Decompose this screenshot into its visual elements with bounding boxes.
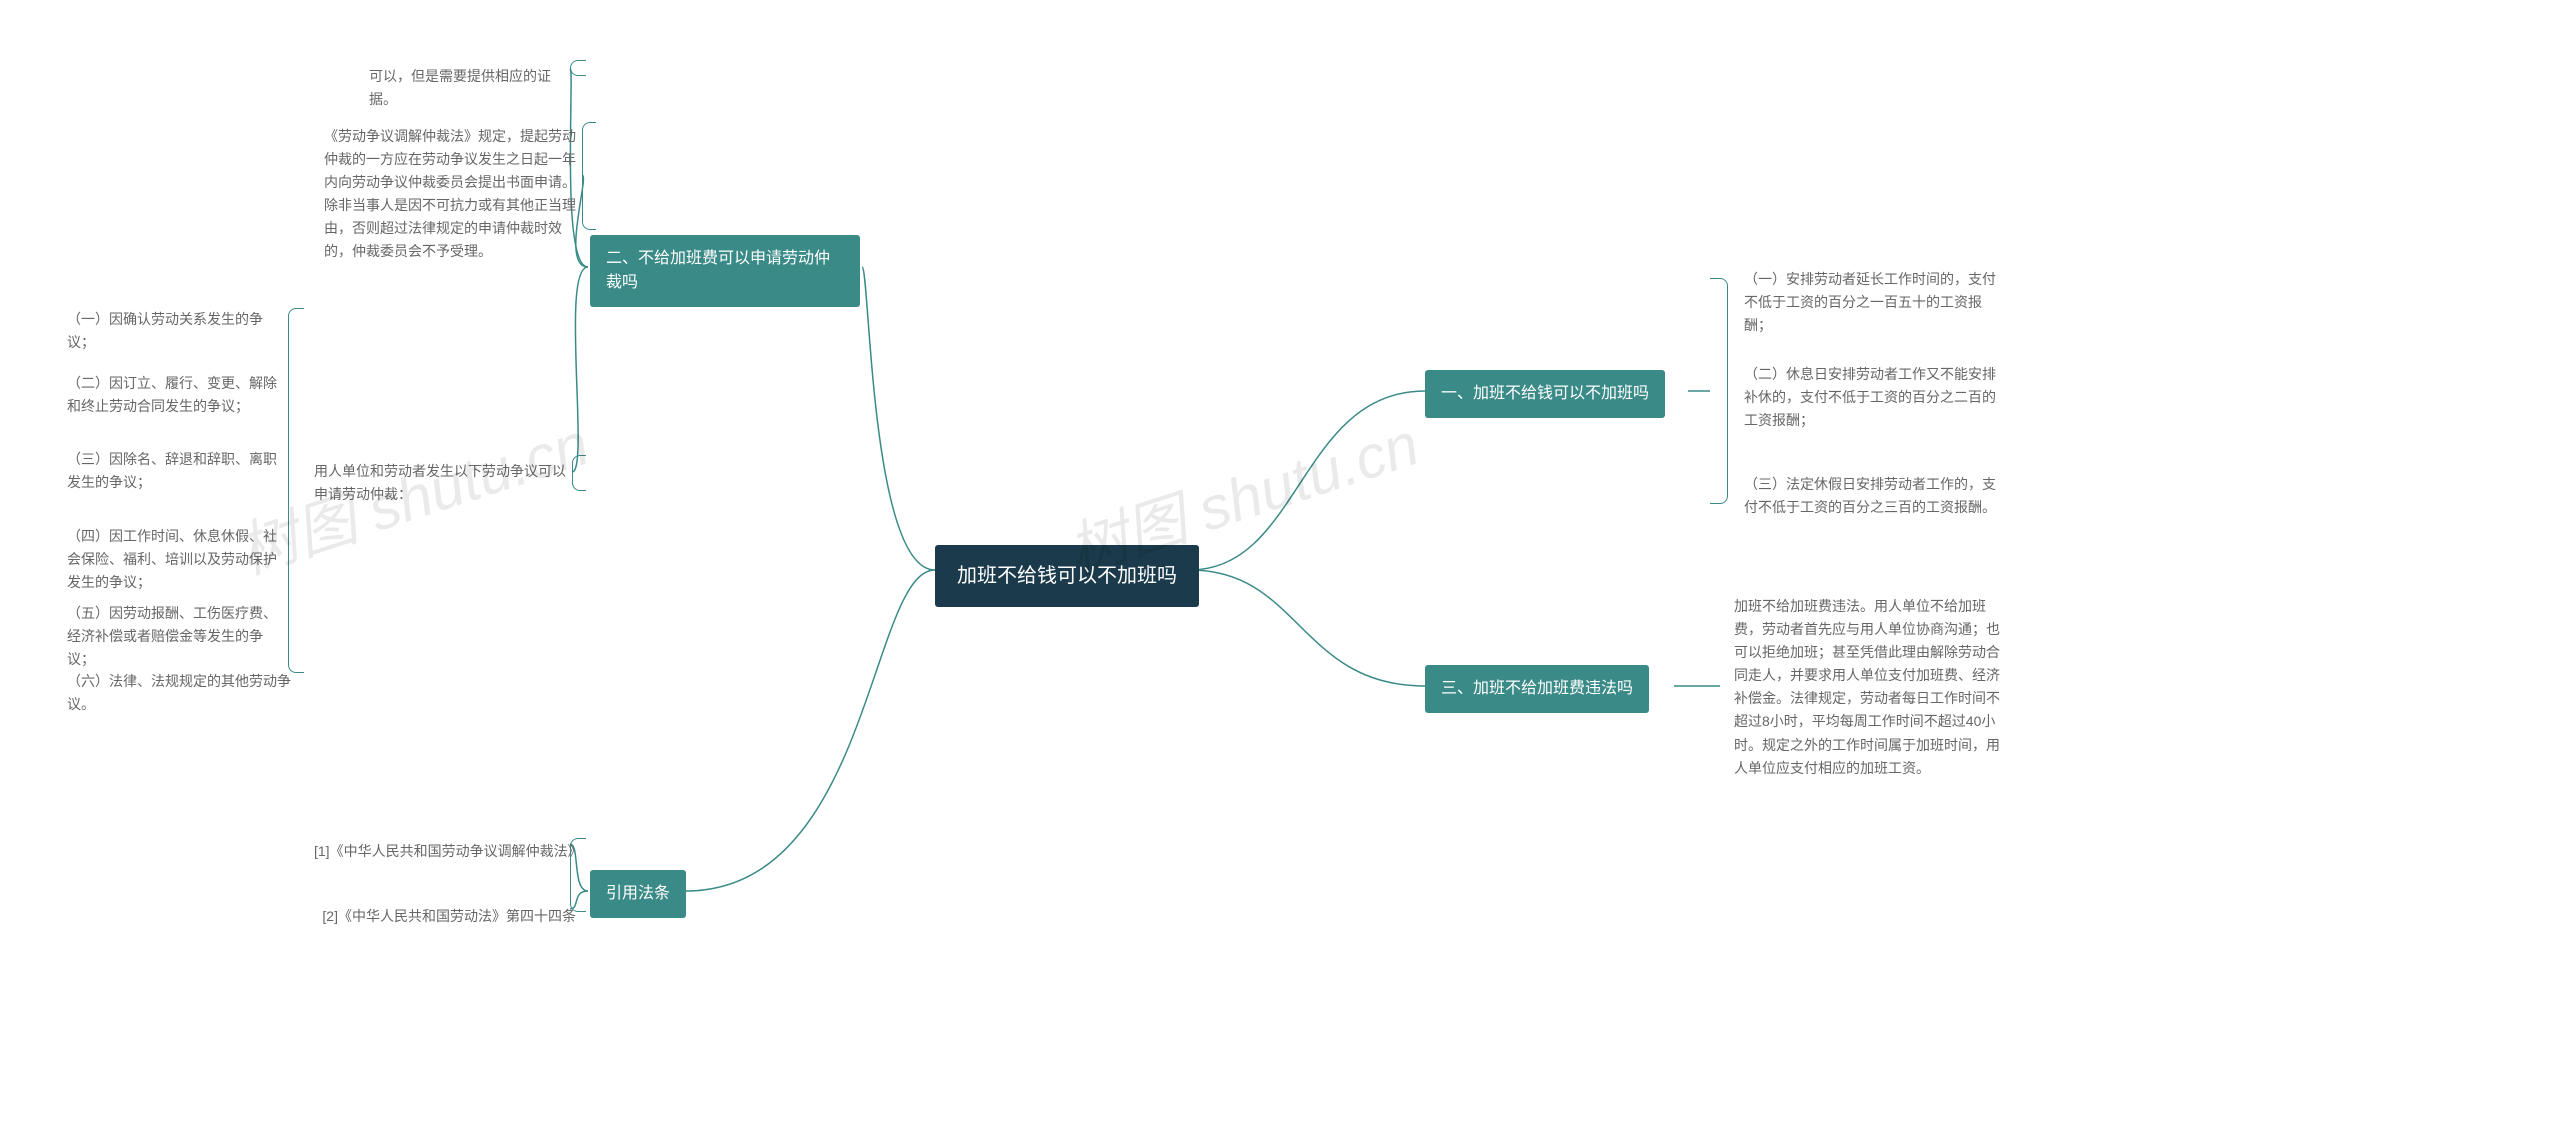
leaf-l2-b: 《劳动争议调解仲裁法》规定，提起劳动仲裁的一方应在劳动争议发生之日起一年内向劳动…	[310, 115, 595, 274]
bracket-right-1	[1710, 278, 1728, 504]
leaf-l2-c-1: （一）因确认劳动关系发生的争议；	[53, 298, 298, 364]
leaf-l2-c-2: （二）因订立、履行、变更、解除和终止劳动合同发生的争议；	[53, 362, 298, 428]
leaf-r1-1: （一）安排劳动者延长工作时间的，支付不低于工资的百分之一百五十的工资报酬；	[1730, 258, 2020, 347]
leaf-r3-1: 加班不给加班费违法。用人单位不给加班费，劳动者首先应与用人单位协商沟通；也可以拒…	[1720, 585, 2025, 790]
mindmap-canvas: 加班不给钱可以不加班吗 一、加班不给钱可以不加班吗 （一）安排劳动者延长工作时间…	[0, 0, 2560, 1133]
leaf-l2-c-3: （三）因除名、辞退和辞职、离职发生的争议；	[53, 438, 298, 504]
leaf-l2-a: 可以，但是需要提供相应的证据。	[355, 55, 585, 121]
leaf-cite-2: [2]《中华人民共和国劳动法》第四十四条	[300, 895, 590, 938]
leaf-l2-c-4: （四）因工作时间、休息休假、社会保险、福利、培训以及劳动保护发生的争议；	[53, 515, 298, 604]
leaf-l2-c: 用人单位和劳动者发生以下劳动争议可以申请劳动仲裁：	[300, 450, 585, 516]
branch-right-3: 三、加班不给加班费违法吗	[1425, 665, 1649, 713]
leaf-cite-1: [1]《中华人民共和国劳动争议调解仲裁法》	[300, 830, 590, 873]
leaf-l2-c-6: （六）法律、法规规定的其他劳动争议。	[53, 660, 308, 726]
branch-left-2: 二、不给加班费可以申请劳动仲裁吗	[590, 235, 860, 307]
root-node: 加班不给钱可以不加班吗	[935, 545, 1199, 607]
leaf-r1-2: （二）休息日安排劳动者工作又不能安排补休的，支付不低于工资的百分之二百的工资报酬…	[1730, 353, 2020, 442]
branch-right-1: 一、加班不给钱可以不加班吗	[1425, 370, 1665, 418]
branch-left-cite: 引用法条	[590, 870, 686, 918]
leaf-r1-3: （三）法定休假日安排劳动者工作的，支付不低于工资的百分之三百的工资报酬。	[1730, 463, 2020, 529]
